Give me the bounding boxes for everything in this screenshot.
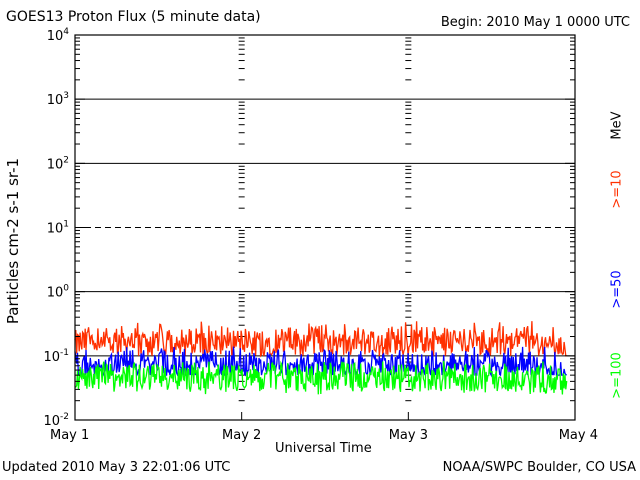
y-tick-label: 100 <box>47 284 70 301</box>
x-tick-label: May 3 <box>389 428 428 443</box>
x-tick-label: May 1 <box>50 428 89 443</box>
y-tick-label: 101 <box>47 220 69 237</box>
updated-timestamp: Updated 2010 May 3 22:01:06 UTC <box>2 460 231 475</box>
legend-item-10mev: >=10 <box>610 165 625 215</box>
y-tick-label: 10-2 <box>43 412 69 429</box>
begin-time: Begin: 2010 May 1 0000 UTC <box>440 15 630 30</box>
x-axis-title: Universal Time <box>275 441 372 456</box>
legend-item-100mev: >=100 <box>610 346 625 406</box>
y-axis-title-text: Particles cm-2 s-1 sr-1 <box>4 157 22 325</box>
x-tick-label: May 4 <box>559 428 598 443</box>
y-tick-label: 104 <box>47 27 70 44</box>
series-line-2 <box>74 360 568 395</box>
legend-unit: MeV <box>609 111 625 140</box>
legend-label-10mev: >=10 <box>609 170 625 209</box>
legend-label-100mev: >=100 <box>609 352 625 399</box>
source-credit: NOAA/SWPC Boulder, CO USA <box>442 460 636 475</box>
chart-title: GOES13 Proton Flux (5 minute data) <box>6 9 261 25</box>
y-tick-label: 103 <box>47 91 69 108</box>
y-tick-label: 10-1 <box>43 348 69 365</box>
series-line-0 <box>74 321 567 358</box>
y-axis-title: Particles cm-2 s-1 sr-1 <box>4 156 22 326</box>
x-tick-label: May 2 <box>222 428 261 443</box>
legend-label-50mev: >=50 <box>609 270 625 309</box>
y-tick-label: 102 <box>47 155 69 172</box>
legend-item-50mev: >=50 <box>610 265 625 315</box>
